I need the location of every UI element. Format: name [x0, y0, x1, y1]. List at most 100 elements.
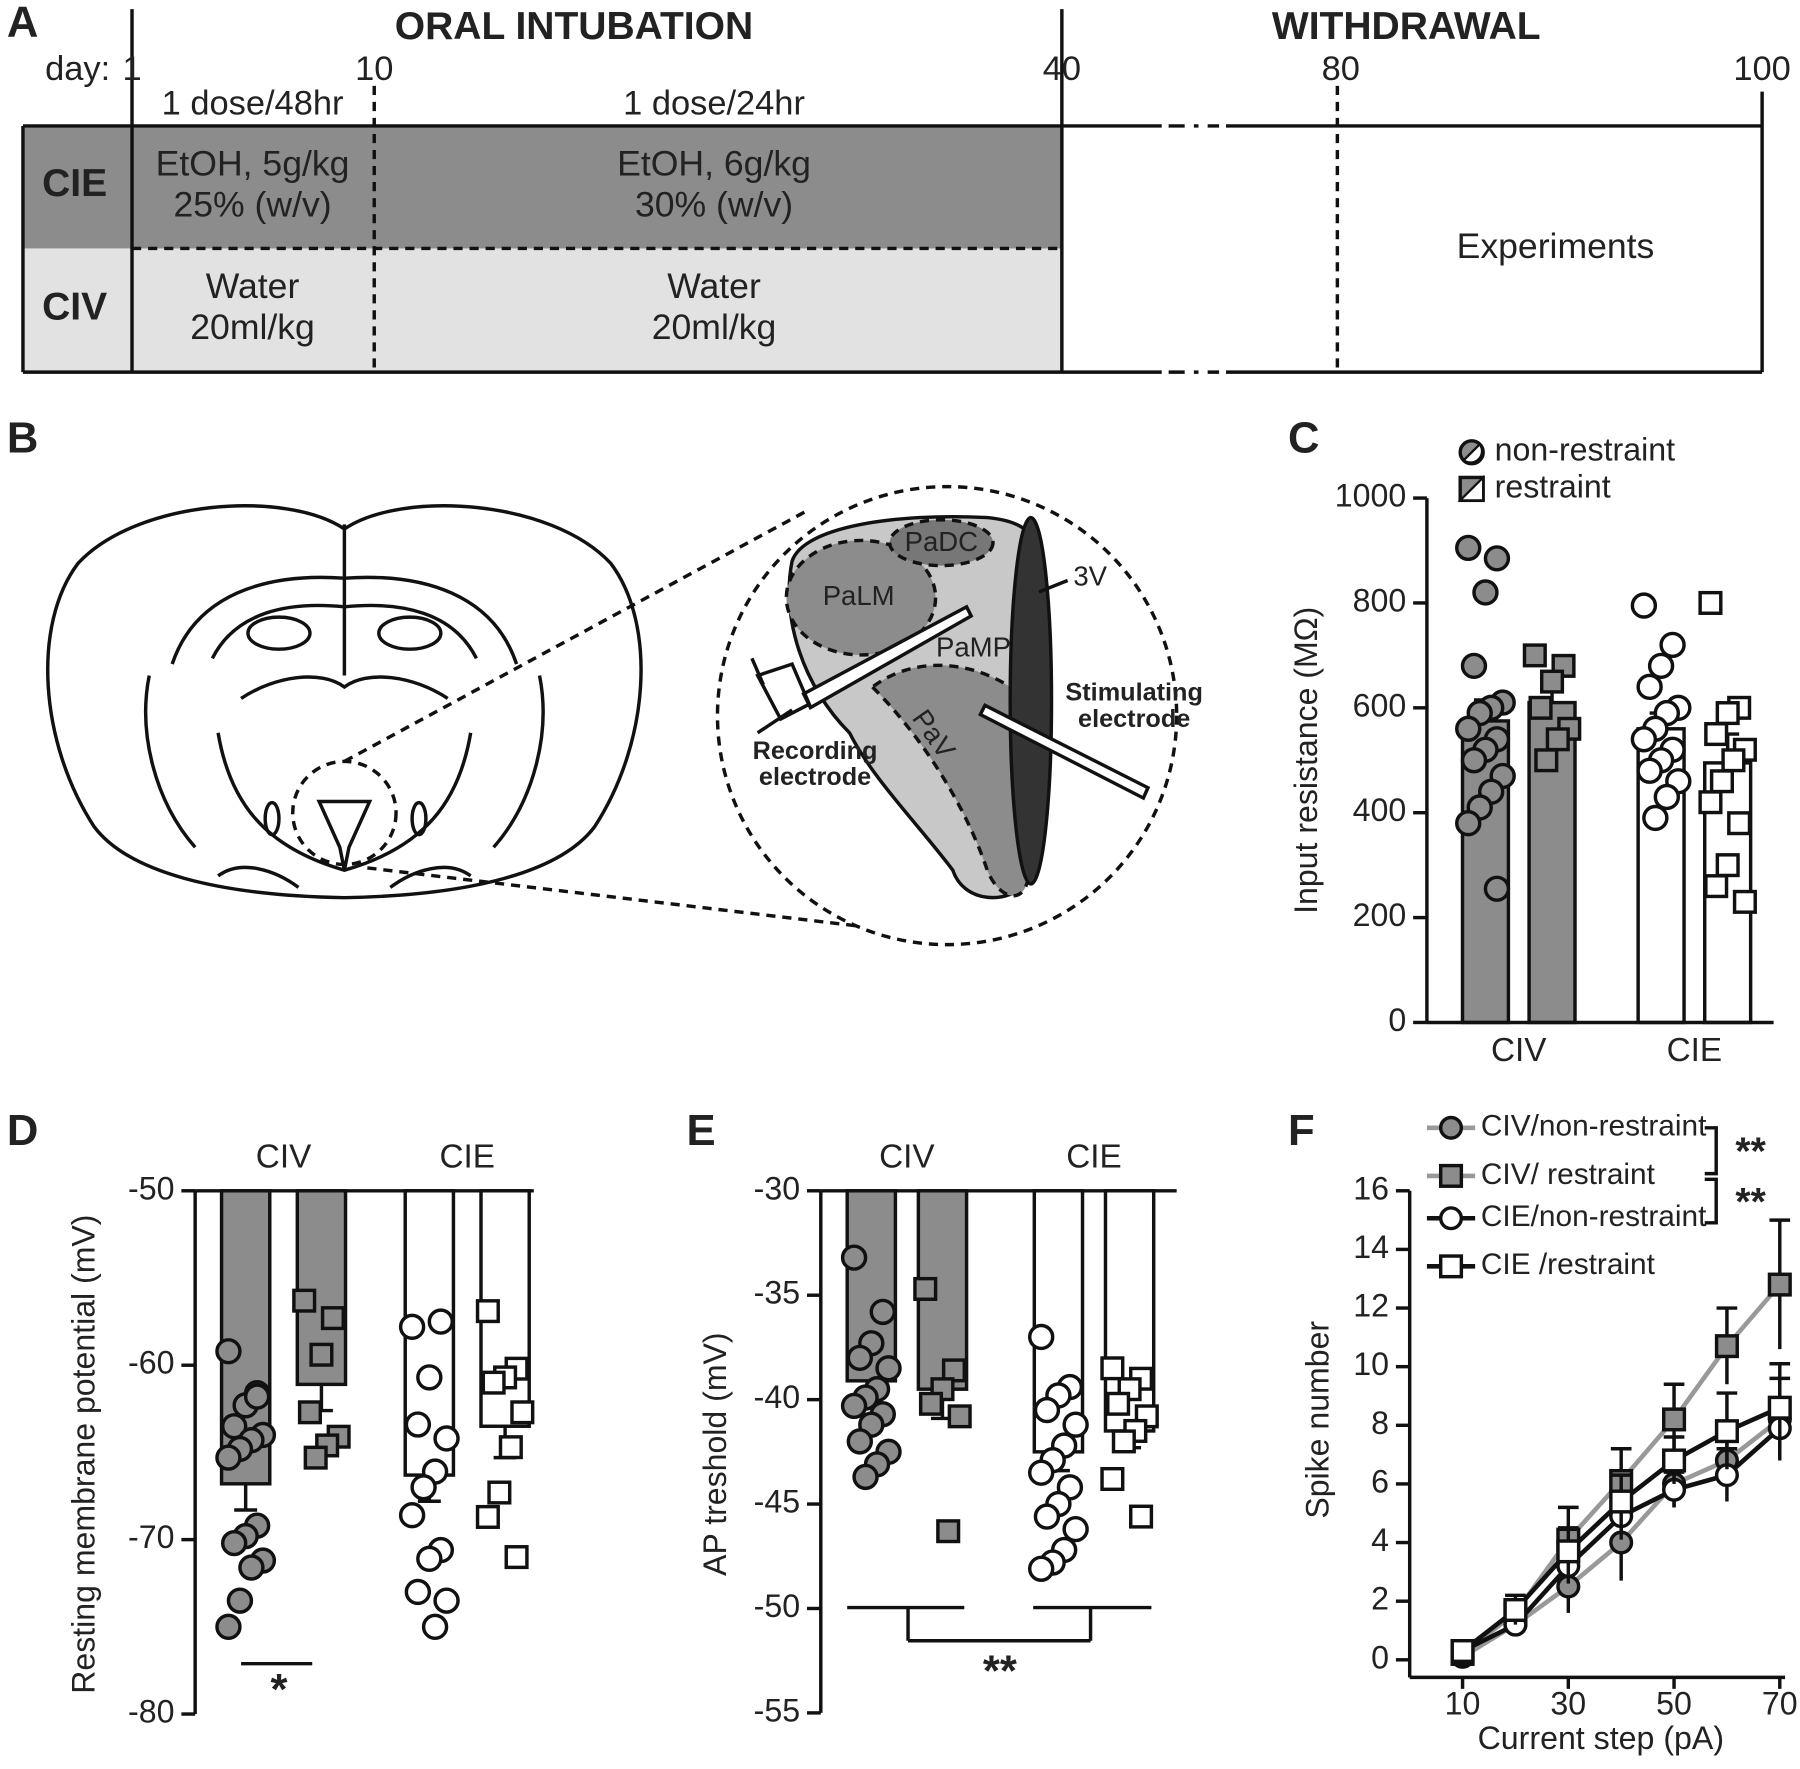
y-tick-label: 10	[1353, 1346, 1389, 1382]
legend-marker	[1438, 1206, 1464, 1231]
data-point	[1630, 592, 1658, 619]
data-point	[475, 1504, 500, 1529]
data-point	[1661, 1448, 1687, 1473]
y-axis-label: Input resistance (MΩ)	[1288, 607, 1324, 914]
cell: Water	[667, 266, 761, 306]
structure	[217, 865, 472, 889]
y-tick-label: 4	[1371, 1522, 1389, 1558]
day-label: day:	[45, 50, 110, 88]
phase-title: WITHDRAWAL	[1272, 5, 1541, 48]
data-point	[1704, 874, 1729, 899]
civ-row	[22, 248, 1062, 373]
data-point	[1100, 1466, 1125, 1492]
data-point	[1698, 590, 1723, 615]
data-point	[1027, 1555, 1055, 1582]
significance: **	[1735, 1130, 1766, 1173]
y-axis-label: AP treshold (mV)	[697, 1332, 733, 1575]
brain-section	[46, 484, 1179, 947]
data-point	[1647, 652, 1675, 680]
panel-letter: E	[686, 1107, 715, 1155]
data-point	[918, 1391, 944, 1416]
data-point	[1636, 757, 1663, 784]
data-point	[1636, 673, 1663, 701]
zoom-circle	[291, 759, 398, 867]
data-point	[1472, 579, 1499, 606]
data-point	[416, 1364, 443, 1391]
region-label: PaDC	[905, 526, 978, 557]
y-tick-label: 8	[1371, 1405, 1389, 1441]
data-point	[1483, 545, 1511, 572]
stimulating-electrode	[978, 702, 1151, 801]
x-tick-label: 10	[1445, 1686, 1481, 1722]
data-point	[1100, 1356, 1125, 1381]
data-point	[1450, 1638, 1475, 1664]
data-point	[1767, 1395, 1792, 1420]
data-point	[875, 1355, 902, 1382]
y-tick-label: -50	[754, 1588, 800, 1624]
data-point	[1062, 1411, 1089, 1438]
data-point	[1460, 747, 1488, 774]
y-tick-label: 600	[1353, 687, 1407, 723]
data-point	[309, 1342, 334, 1367]
data-point	[1455, 534, 1482, 562]
data-point	[846, 1344, 874, 1372]
legend-label: CIV/ restraint	[1481, 1158, 1656, 1191]
data-point	[1534, 748, 1559, 773]
data-point	[1727, 811, 1752, 836]
data-point	[243, 1383, 271, 1410]
ventricle	[316, 799, 373, 871]
data-point	[427, 1308, 455, 1335]
data-point	[1455, 810, 1482, 837]
category-label: CIE	[1066, 1139, 1121, 1176]
structure	[170, 575, 519, 665]
y-tick-label: 2	[1371, 1581, 1389, 1617]
significance: **	[983, 1648, 1017, 1696]
data-point	[840, 1392, 868, 1420]
legend-marker	[1438, 1115, 1464, 1140]
y-tick-label: 1000	[1335, 478, 1406, 514]
data-point	[1698, 790, 1723, 815]
y-tick-label: 6	[1371, 1463, 1389, 1499]
data-point	[1659, 631, 1686, 659]
data-point	[1642, 804, 1669, 832]
structure	[240, 675, 449, 700]
day: 100	[1733, 50, 1790, 88]
data-point	[404, 1578, 432, 1606]
cell: 20ml/kg	[652, 307, 777, 347]
data-point	[1630, 726, 1658, 753]
y-tick-label: 0	[1388, 1002, 1406, 1038]
legend-marker	[1438, 1254, 1464, 1279]
data-point	[1033, 1396, 1061, 1424]
third-ventricle	[1008, 515, 1054, 886]
data-point	[1715, 701, 1740, 726]
data-point	[852, 1463, 879, 1491]
x-axis-label: Current step (pA)	[1478, 1720, 1724, 1756]
data-point	[869, 1298, 896, 1326]
row-label: CIV	[42, 285, 107, 328]
data-point	[292, 1288, 317, 1313]
dose: 1 dose/48hr	[162, 84, 344, 122]
cell: 30% (w/v)	[635, 185, 793, 225]
y-tick-label: -60	[128, 1345, 174, 1381]
category-label: CIV	[256, 1139, 312, 1176]
data-point	[410, 1474, 437, 1501]
pav	[869, 663, 1030, 898]
data-point	[475, 1299, 500, 1324]
y-tick-label: 12	[1353, 1288, 1389, 1324]
panel-letter: F	[1288, 1107, 1315, 1155]
data-point	[220, 1529, 248, 1557]
cell: EtOH, 5g/kg	[156, 143, 350, 183]
data-point	[1609, 1489, 1634, 1514]
data-point	[1714, 1419, 1739, 1444]
electrode-label: electrode	[1078, 705, 1190, 733]
y-tick-label: 0	[1371, 1639, 1389, 1675]
data-point	[433, 1587, 460, 1614]
panel-letter: B	[7, 414, 38, 462]
electrode-label: electrode	[759, 763, 871, 791]
cie-row	[22, 125, 1062, 249]
padc	[887, 518, 995, 568]
data-point	[416, 1545, 443, 1572]
data-point	[913, 1276, 938, 1301]
structure	[144, 675, 545, 849]
